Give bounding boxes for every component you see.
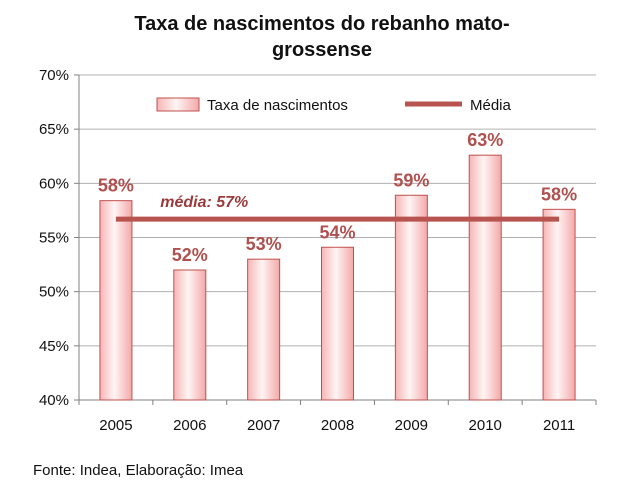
y-tick-label: 70%: [39, 67, 69, 84]
data-label-2011: 58%: [541, 184, 577, 204]
chart-title-line-1: Taxa de nascimentos do rebanho mato-: [134, 13, 509, 35]
y-tick-label: 55%: [39, 230, 69, 247]
grid-lines: [79, 74, 596, 347]
chart-title-line-2: grossense: [272, 39, 372, 61]
bar-2008: [321, 246, 354, 401]
x-tick-label: 2005: [99, 417, 132, 434]
x-tick-label: 2010: [469, 417, 502, 434]
bar-2010: [468, 154, 502, 401]
bar-2007: [247, 258, 281, 401]
legend-label-average: Média: [470, 97, 512, 114]
y-tick-label: 40%: [39, 392, 69, 409]
average-line-group: média: 57%: [115, 194, 560, 222]
axes: 40% 45% 50% 55% 60% 65% 70% 2005 2006 2007 2008 200…: [39, 67, 597, 434]
data-label-2010: 63%: [467, 130, 503, 150]
bar-2006: [173, 269, 207, 401]
data-label-2008: 54%: [319, 222, 355, 242]
data-label-2007: 53%: [246, 234, 282, 254]
data-label-2006: 52%: [172, 245, 208, 265]
data-label-2009: 59%: [393, 170, 429, 190]
x-tick-label: 2008: [321, 417, 354, 434]
legend-swatch-bar: [156, 97, 200, 112]
legend-label-bars: Taxa de nascimentos: [207, 97, 348, 114]
average-annotation: média: 57%: [160, 194, 248, 211]
bar-2011: [542, 208, 576, 401]
bar-2005: [99, 200, 133, 401]
data-label-2005: 58%: [98, 176, 134, 196]
x-tick-label: 2006: [173, 417, 206, 434]
y-tick-label: 45%: [39, 338, 69, 355]
legend: Taxa de nascimentos Média: [156, 97, 512, 114]
source-note: Fonte: Indea, Elaboração: Imea: [33, 462, 244, 479]
x-tick-label: 2009: [395, 417, 428, 434]
data-labels: 58% 52% 53% 54% 59% 63% 58%: [98, 130, 577, 265]
y-tick-label: 60%: [39, 175, 69, 192]
bars: [99, 154, 576, 401]
bar-2009: [394, 194, 428, 401]
x-tick-label: 2007: [247, 417, 280, 434]
y-tick-label: 65%: [39, 121, 69, 138]
x-tick-label: 2011: [543, 417, 575, 434]
y-tick-label: 50%: [39, 284, 69, 301]
